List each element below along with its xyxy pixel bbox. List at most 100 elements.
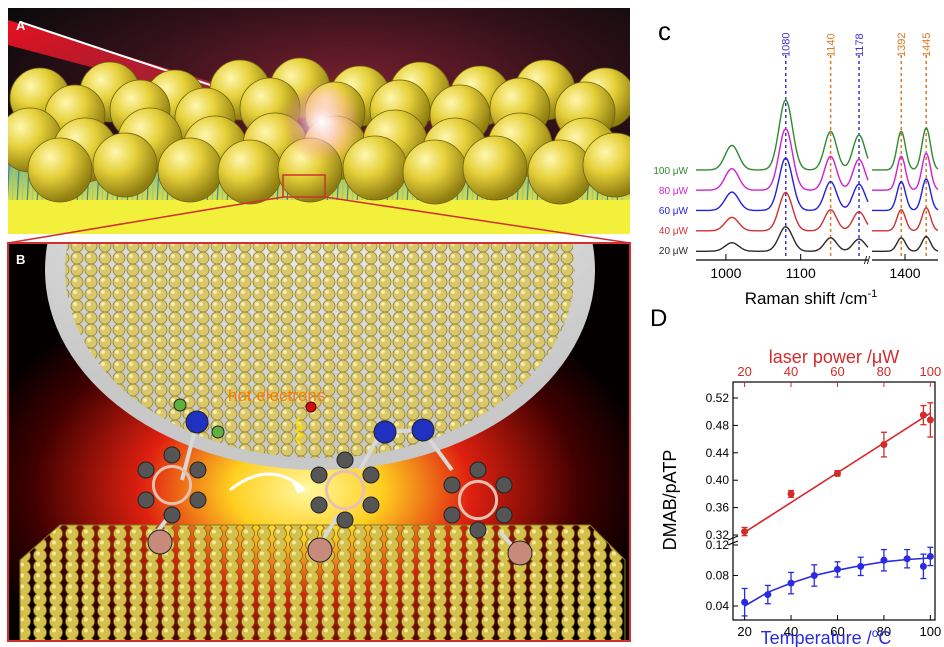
zoom-line-right	[324, 196, 631, 244]
spectrum-line	[696, 127, 869, 191]
data-point	[810, 572, 818, 579]
carbon-atom	[189, 491, 207, 509]
plot-frame	[732, 381, 936, 621]
carbon-atom	[336, 451, 354, 469]
carbon-atom	[137, 491, 155, 509]
spectrum-line	[696, 226, 869, 252]
x-axis-label-superscript: -1	[868, 288, 878, 300]
data-point	[787, 579, 795, 587]
carbon-atom	[336, 511, 354, 529]
gold-sphere	[462, 135, 528, 201]
data-point	[926, 552, 934, 560]
gold-sphere	[527, 139, 593, 205]
panel-c-raman-chart: c // 1000 1100 1400 Raman shift /cm-1 1080 114…	[653, 16, 939, 308]
carbon-atom	[495, 476, 513, 494]
gold-sphere	[217, 139, 283, 205]
carbon-atom	[137, 461, 155, 479]
carbon-atom	[469, 521, 487, 539]
x-tick-label: 60	[830, 624, 844, 639]
gold-sphere	[157, 137, 223, 203]
x-bottom-unit: C	[878, 628, 891, 647]
carbon-atom	[443, 506, 461, 524]
y-tick-label: 0.52	[706, 391, 730, 405]
hot-electrons-label: hot electrons	[228, 386, 325, 405]
electron-path	[294, 416, 304, 446]
nitrogen-atom	[185, 410, 209, 434]
x-tick-label: 100	[920, 624, 942, 639]
zoom-line-left	[7, 196, 284, 244]
data-point	[764, 591, 772, 599]
sulfur-atom	[507, 540, 533, 566]
x-top-tick-label: 40	[784, 364, 798, 379]
gold-sphere	[92, 132, 158, 198]
electron-icon	[305, 401, 317, 413]
panel-d-ratio-chart: D 20 20 40 40 60 60 80 80 100 100 0.32 0.36 0.40 0.44…	[650, 305, 941, 647]
peak-label: 1178	[854, 33, 866, 57]
axis-break	[727, 535, 739, 541]
data-point	[880, 441, 888, 449]
data-point	[919, 411, 927, 419]
bond	[358, 436, 380, 471]
y-tick-label: 0.44	[706, 446, 730, 460]
data-point	[833, 469, 841, 477]
reaction-arrow	[229, 472, 307, 492]
carbon-atom	[310, 496, 328, 514]
x-tick-label: 40	[784, 624, 798, 639]
data-point	[903, 555, 911, 563]
panel-d-label: D	[650, 305, 667, 332]
carbon-atom	[362, 466, 380, 484]
y-tick-label: 0.48	[706, 418, 730, 432]
panel-c-label: c	[658, 16, 671, 46]
data-point	[833, 565, 841, 573]
data-point	[741, 598, 749, 606]
y-axis-label: DMAB/pATP	[660, 450, 680, 551]
laser-spot-glow	[282, 82, 362, 162]
series-label: 60 μW	[659, 206, 689, 217]
x-bottom-unit-superscript: o	[872, 626, 879, 640]
peak-label: 1080	[781, 33, 793, 57]
data-point	[857, 562, 865, 570]
x-tick-label: 20	[737, 624, 751, 639]
y-tick-label: 0.36	[706, 501, 730, 515]
series-label: 80 μW	[659, 186, 689, 197]
zoom-box	[282, 174, 326, 198]
bond	[428, 438, 454, 472]
y-tick-label: 0.40	[706, 473, 730, 487]
x-tick-label: 1100	[786, 265, 816, 281]
data-point	[919, 562, 927, 570]
carbon-atom	[469, 461, 487, 479]
panel-a-label: A	[16, 18, 26, 33]
x-top-tick-label: 20	[737, 364, 751, 379]
substrate-a	[8, 200, 630, 234]
data-point	[880, 556, 888, 564]
spectrum-line	[696, 191, 869, 232]
y-tick-label: 0.04	[706, 599, 730, 613]
carbon-atom	[443, 476, 461, 494]
x-tick-label: 1400	[889, 265, 920, 281]
carbon-atom	[310, 466, 328, 484]
data-point	[741, 528, 749, 536]
gold-spheres	[8, 57, 630, 205]
spectrum-line	[872, 178, 939, 212]
panel-b-label: B	[16, 252, 25, 267]
panel-b: hot electrons B	[8, 243, 630, 641]
carbon-atom	[495, 506, 513, 524]
x-top-tick-label: 60	[830, 364, 844, 379]
hydrogen-atom	[211, 425, 225, 439]
x-top-tick-label: 80	[877, 364, 891, 379]
panel-a: A	[8, 8, 630, 234]
x-axis-label: Raman shift /cm-1	[745, 288, 878, 308]
series-label: 100 μW	[653, 166, 688, 177]
carbon-atom	[163, 506, 181, 524]
peak-label: 1445	[921, 33, 933, 57]
data-point	[926, 416, 934, 424]
spectrum-line	[872, 127, 939, 171]
sphere-atoms	[65, 243, 575, 458]
spectrum-line	[872, 152, 939, 191]
peak-label: 1140	[826, 33, 838, 57]
nitrogen-atom	[411, 418, 435, 442]
spectrum-line	[696, 156, 869, 212]
axis-break: //	[864, 255, 871, 267]
peak-label: 1392	[896, 33, 908, 57]
